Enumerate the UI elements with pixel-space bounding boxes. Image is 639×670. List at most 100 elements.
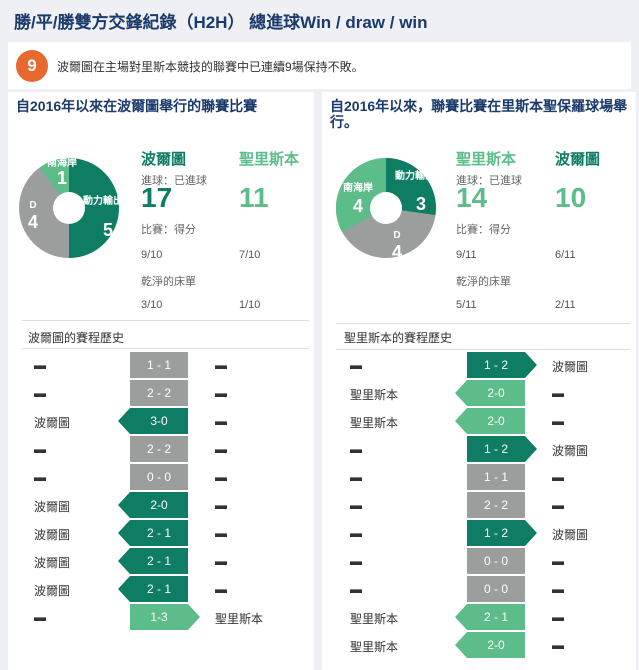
right-h2h-panel: 自2016年以來，聯賽比賽在里斯本聖保羅球場舉行。 南海岸 4 D 4 動力輸出… xyxy=(322,92,636,670)
match-row[interactable]: ▬ 0 - 0 ▬ xyxy=(8,464,314,490)
placeholder-icon: ▬ xyxy=(552,582,564,596)
left-panel-title: 自2016年以來在波爾圖舉行的聯賽比賽 xyxy=(16,98,258,114)
match-score: 1 - 1 xyxy=(130,352,188,378)
left-games2: 7/10 xyxy=(239,249,261,261)
placeholder-icon: ▬ xyxy=(552,414,564,428)
match-score: 2 - 1 xyxy=(130,520,188,546)
right-panel-title: 自2016年以來，聯賽比賽在里斯本聖保羅球場舉行。 xyxy=(330,98,628,130)
match-score: 2 - 2 xyxy=(130,380,188,406)
arrow-left-icon xyxy=(455,632,467,658)
placeholder-icon: ▬ xyxy=(350,358,362,372)
pie-dynamo-slice xyxy=(69,158,119,258)
right-team1-name: 聖里斯本 xyxy=(456,151,517,168)
right-cs1: 5/11 xyxy=(456,299,477,311)
divider xyxy=(22,320,309,321)
match-row[interactable]: ▬ 1 - 2 波爾圖 xyxy=(322,352,636,378)
match-score: 2-0 xyxy=(467,408,525,434)
match-row[interactable]: ▬ 1 - 1 ▬ xyxy=(322,464,636,490)
match-row[interactable]: ▬ 2 - 2 ▬ xyxy=(322,492,636,518)
divider xyxy=(22,348,309,349)
match-row[interactable]: 聖里斯本 2-0 ▬ xyxy=(322,632,636,658)
left-result-pie: 南海岸 1 D 4 動力輸出軸 5 xyxy=(19,156,126,258)
placeholder-icon: ▬ xyxy=(552,554,564,568)
match-row[interactable]: 聖里斯本 2 - 1 ▬ xyxy=(322,604,636,630)
match-row[interactable]: ▬ 2 - 2 ▬ xyxy=(8,380,314,406)
placeholder-icon: ▬ xyxy=(350,526,362,540)
match-score: 0 - 0 xyxy=(130,464,188,490)
match-row[interactable]: 波爾圖 2 - 1 ▬ xyxy=(8,576,314,602)
home-team-label: 波爾圖 xyxy=(34,556,71,570)
placeholder-icon: ▬ xyxy=(34,386,46,400)
placeholder-icon: ▬ xyxy=(350,470,362,484)
match-score: 1 - 2 xyxy=(467,520,525,546)
home-team-label: 波爾圖 xyxy=(34,528,71,542)
arrow-left-icon xyxy=(455,604,467,630)
pie-south-value: 4 xyxy=(353,196,363,216)
fact-banner: 9 波爾圖在主場對里斯本競技的聯賽中已連續9場保持不敗。 xyxy=(8,42,631,89)
match-score: 2 - 2 xyxy=(467,492,525,518)
home-team-label: 聖里斯本 xyxy=(350,388,399,402)
right-games1: 9/11 xyxy=(456,249,477,261)
match-row[interactable]: ▬ 1 - 2 波爾圖 xyxy=(322,520,636,546)
pie-hole xyxy=(370,192,402,224)
arrow-right-icon xyxy=(525,520,537,546)
home-team-label: 波爾圖 xyxy=(34,584,71,598)
divider xyxy=(336,323,630,324)
left-cs2: 1/10 xyxy=(239,299,261,311)
home-team-label: 聖里斯本 xyxy=(350,416,399,430)
placeholder-icon: ▬ xyxy=(215,526,227,540)
match-row[interactable]: 波爾圖 2 - 1 ▬ xyxy=(8,548,314,574)
right-cs2: 2/11 xyxy=(555,299,576,311)
away-team-label: 聖里斯本 xyxy=(215,612,264,626)
match-score: 1 - 2 xyxy=(467,352,525,378)
pie-dynamo-label: 動力輸出軸 xyxy=(83,194,126,207)
match-row[interactable]: ▬ 1 - 1 ▬ xyxy=(8,352,314,378)
match-score: 2 - 1 xyxy=(130,576,188,602)
match-row[interactable]: ▬ 0 - 0 ▬ xyxy=(322,548,636,574)
placeholder-icon: ▬ xyxy=(34,470,46,484)
pie-hole xyxy=(53,192,85,224)
arrow-right-icon xyxy=(525,436,537,462)
match-row[interactable]: 波爾圖 3-0 ▬ xyxy=(8,408,314,434)
arrow-right-icon xyxy=(188,604,200,630)
home-team-label: 波爾圖 xyxy=(34,416,71,430)
match-score: 3-0 xyxy=(130,408,188,434)
pie-dynamo-value: 3 xyxy=(416,194,426,214)
fact-text: 波爾圖在主場對里斯本競技的聯賽中已連續9場保持不敗。 xyxy=(57,60,364,74)
pie-draw-label: D xyxy=(29,200,36,211)
arrow-left-icon xyxy=(118,548,130,574)
match-row[interactable]: ▬ 2 - 2 ▬ xyxy=(8,436,314,462)
arrow-left-icon xyxy=(455,380,467,406)
match-score: 2 - 1 xyxy=(467,604,525,630)
match-row[interactable]: ▬ 1 - 2 波爾圖 xyxy=(322,436,636,462)
left-goals1: 17 xyxy=(141,182,173,213)
match-row[interactable]: 波爾圖 2-0 ▬ xyxy=(8,492,314,518)
pie-draw-label: D xyxy=(393,230,400,241)
match-score: 2-0 xyxy=(467,632,525,658)
arrow-left-icon xyxy=(118,520,130,546)
home-team-label: 波爾圖 xyxy=(34,500,71,514)
arrow-left-icon xyxy=(118,408,130,434)
placeholder-icon: ▬ xyxy=(350,582,362,596)
right-games-label: 比賽：得分 xyxy=(456,224,511,236)
match-row[interactable]: ▬ 1-3 聖里斯本 xyxy=(8,604,314,630)
left-h2h-panel: 自2016年以來在波爾圖舉行的聯賽比賽 南海岸 1 D 4 動力輸出軸 5 波爾… xyxy=(8,92,314,670)
arrow-left-icon xyxy=(118,576,130,602)
match-score: 1 - 1 xyxy=(467,464,525,490)
match-row[interactable]: ▬ 0 - 0 ▬ xyxy=(322,576,636,602)
match-row[interactable]: 聖里斯本 2-0 ▬ xyxy=(322,380,636,406)
left-games1: 9/10 xyxy=(141,249,163,261)
match-score: 1 - 2 xyxy=(467,436,525,462)
placeholder-icon: ▬ xyxy=(215,554,227,568)
match-row[interactable]: 波爾圖 2 - 1 ▬ xyxy=(8,520,314,546)
left-games-label: 比賽：得分 xyxy=(141,224,196,236)
arrow-left-icon xyxy=(118,492,130,518)
away-team-label: 波爾圖 xyxy=(552,360,589,374)
left-team1-name: 波爾圖 xyxy=(141,151,187,168)
placeholder-icon: ▬ xyxy=(350,554,362,568)
pie-draw-value: 4 xyxy=(28,212,38,232)
pie-south-label: 南海岸 xyxy=(47,156,77,169)
match-row[interactable]: 聖里斯本 2-0 ▬ xyxy=(322,408,636,434)
placeholder-icon: ▬ xyxy=(552,638,564,652)
left-cleansheet-label: 乾淨的床單 xyxy=(141,276,196,288)
